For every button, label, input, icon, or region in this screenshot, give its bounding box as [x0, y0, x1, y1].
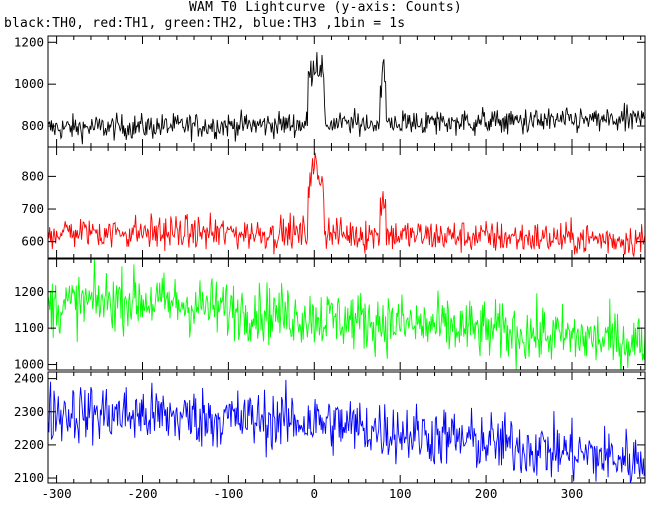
- series-th3-line: [48, 379, 645, 483]
- y-tick-label: 600: [21, 234, 44, 249]
- y-tick-label: 2300: [14, 404, 44, 419]
- y-tick-label: 1200: [14, 34, 44, 49]
- y-tick-label: 2400: [14, 371, 44, 386]
- panel-frame-th2: [47, 258, 646, 371]
- x-tick-label: 100: [389, 486, 412, 501]
- series-th0-line: [48, 52, 645, 145]
- chart-subtitle: black:TH0, red:TH1, green:TH2, blue:TH3 …: [4, 16, 406, 31]
- chart-title: WAM T0 Lightcurve (y-axis: Counts): [189, 0, 462, 15]
- y-tick-label: 1100: [14, 320, 44, 335]
- y-tick-label: 1000: [14, 357, 44, 372]
- y-tick-label: 2100: [14, 470, 44, 485]
- y-tick-label: 1000: [14, 76, 44, 91]
- panel-frame-th0: [47, 35, 646, 148]
- x-tick-label: 300: [561, 486, 584, 501]
- series-th2-line: [48, 259, 645, 370]
- y-tick-label: 2200: [14, 437, 44, 452]
- x-tick-label: -100: [213, 486, 243, 501]
- series-th1-line: [48, 152, 645, 258]
- y-tick-label: 700: [21, 201, 44, 216]
- panel-frame-th3: [47, 371, 646, 484]
- x-tick-label: -300: [42, 486, 72, 501]
- panel-frame-th1: [47, 146, 646, 259]
- y-tick-label: 800: [21, 118, 44, 133]
- y-tick-label: 800: [21, 168, 44, 183]
- x-tick-label: 200: [475, 486, 498, 501]
- x-tick-label: 0: [311, 486, 319, 501]
- x-tick-label: -200: [127, 486, 157, 501]
- y-tick-label: 1200: [14, 284, 44, 299]
